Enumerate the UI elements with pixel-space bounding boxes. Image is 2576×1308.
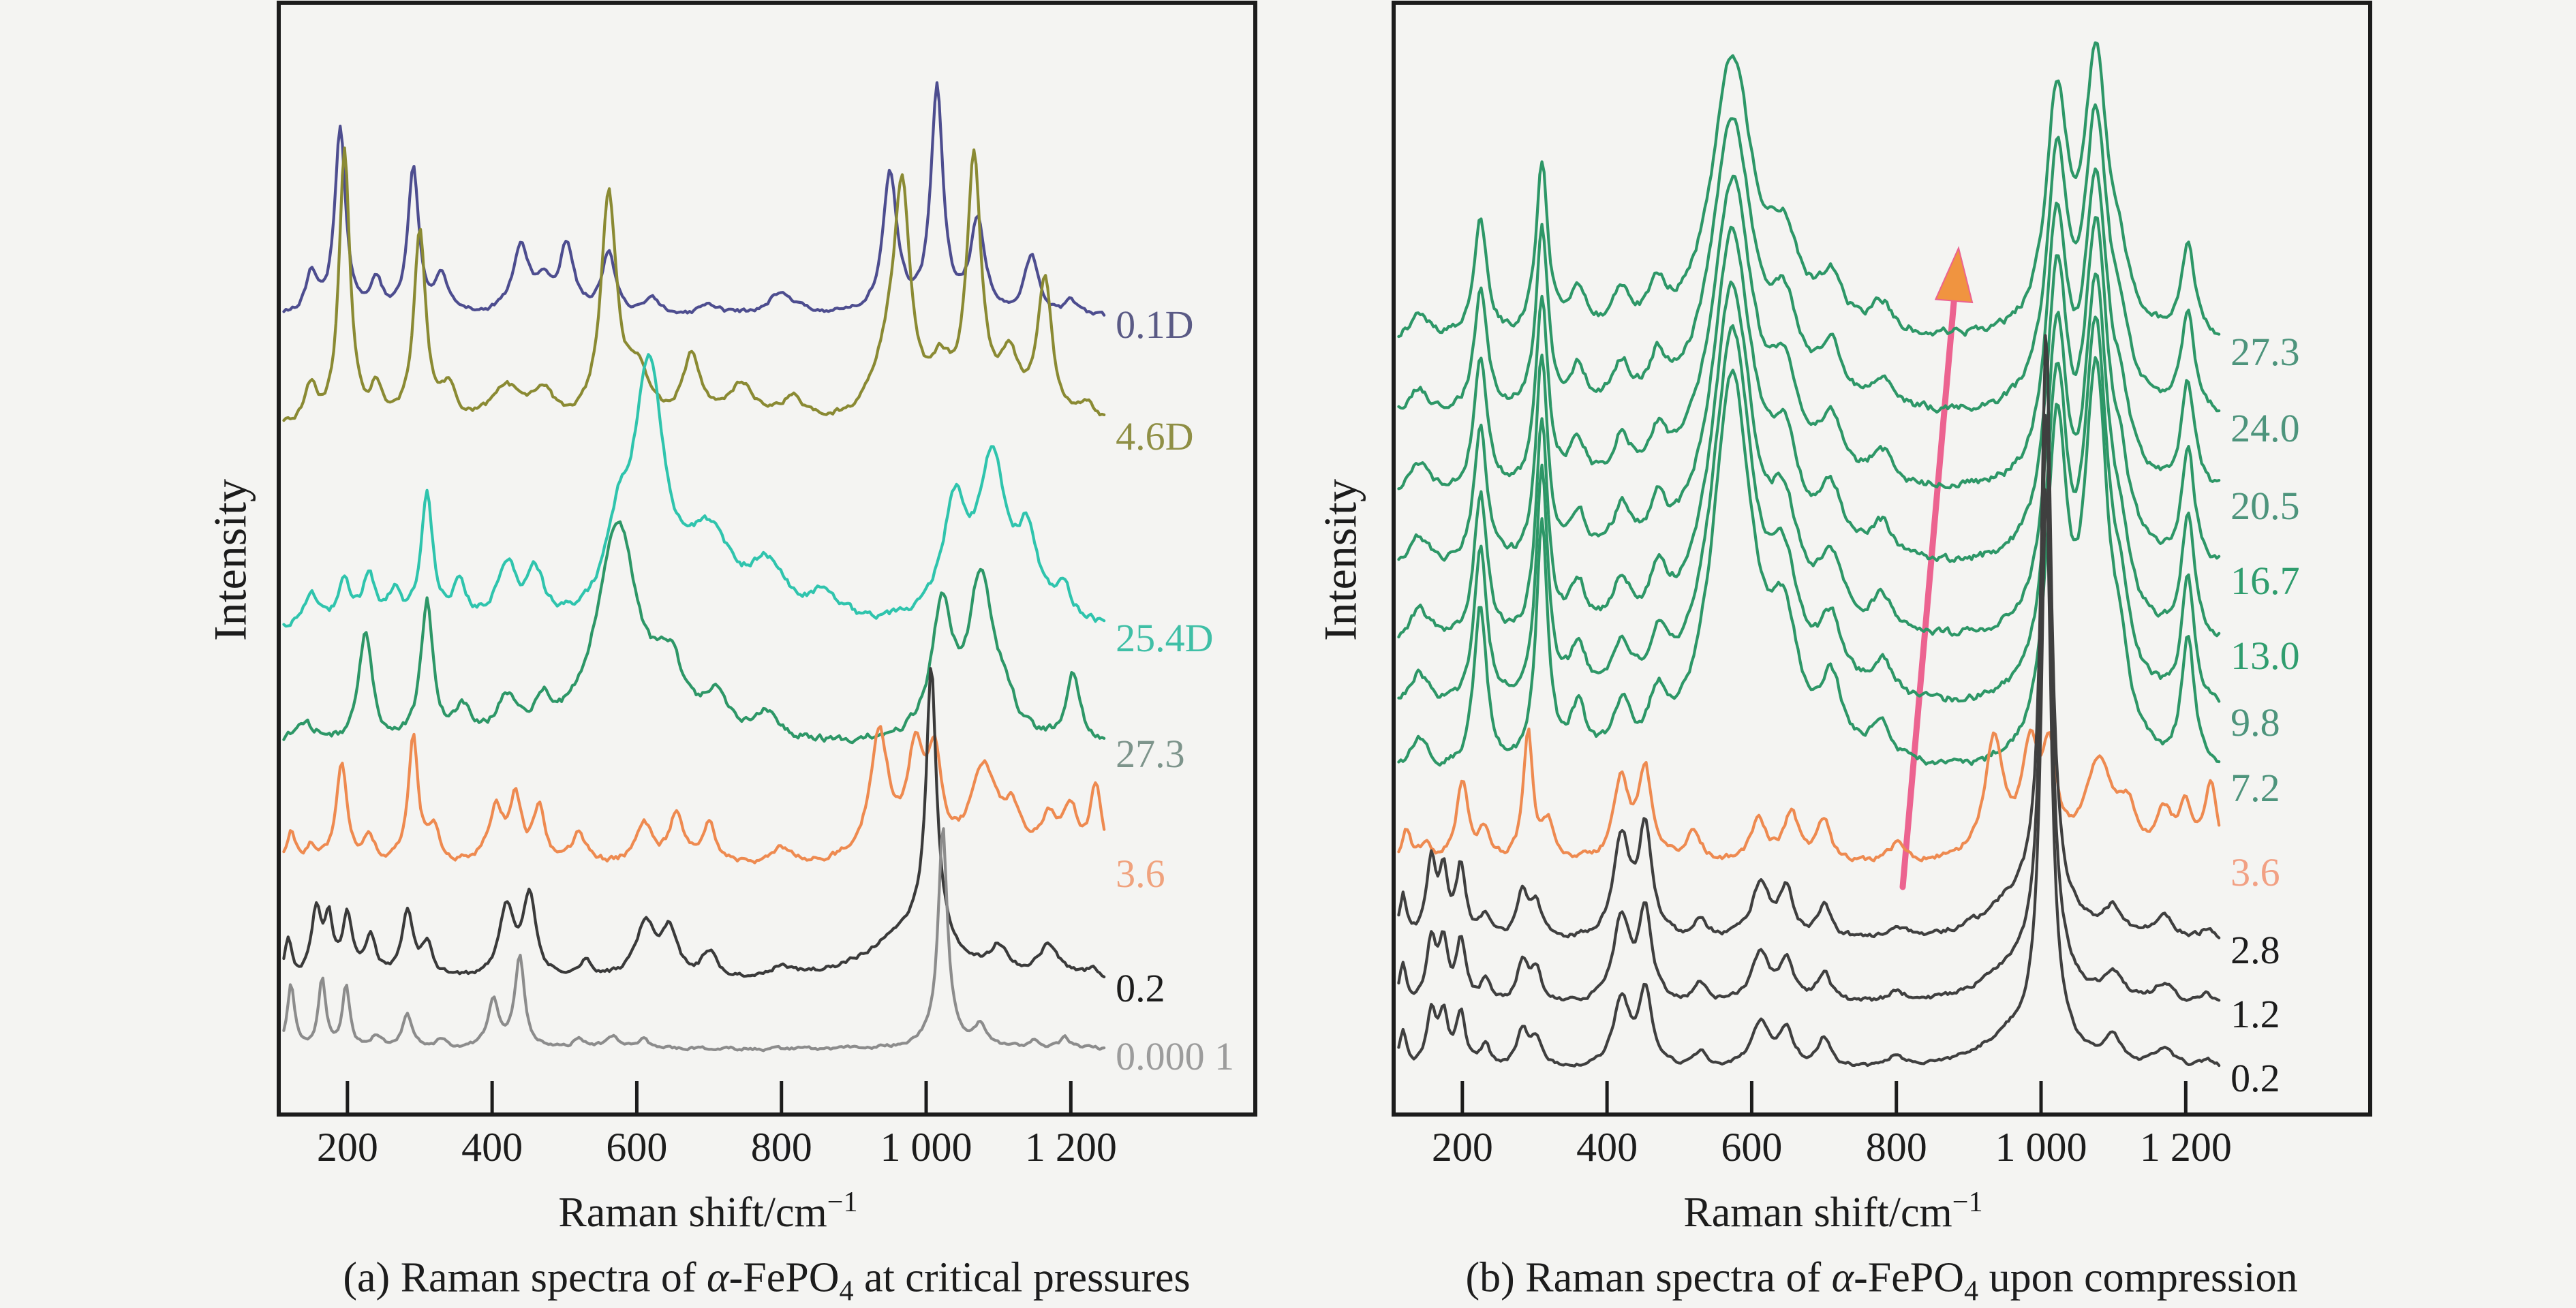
y-axis-label-panel-b: Intensity [1314, 479, 1366, 641]
spectrum-label-b-7.2: 7.2 [2230, 766, 2280, 810]
x-tick-label-b-200: 200 [1432, 1125, 1493, 1170]
x-tick-label-a-600: 600 [606, 1125, 667, 1170]
spectrum-label-b-16.7: 16.7 [2230, 559, 2300, 603]
spectrum-curve-b-3.6 [1397, 727, 2221, 862]
spectrum-curve-b-27.3 [1397, 41, 2221, 339]
spectrum-curve-b-2.8 [1397, 334, 2221, 939]
compression-arrow-head [1934, 245, 1974, 304]
spectrum-label-b-24.0: 24.0 [2230, 406, 2300, 450]
spectrum-curve-a-3.6 [282, 725, 1106, 865]
spectrum-label-a-3.6: 3.6 [1116, 852, 1165, 896]
spectrum-curve-b-7.2 [1397, 356, 2221, 767]
panel-a-frame [277, 1, 1257, 1117]
compression-arrow-shaft [1899, 277, 1959, 890]
x-tick-label-b-1200: 1 200 [2140, 1125, 2232, 1170]
x-tick-label-a-1200: 1 200 [1025, 1125, 1117, 1170]
spectrum-label-a-0.0001: 0.000 1 [1116, 1034, 1234, 1078]
spectrum-curve-a-0.1D [282, 81, 1106, 317]
spectrum-label-b-3.6: 3.6 [2230, 850, 2280, 894]
spectrum-curve-a-0.0001 [282, 827, 1106, 1053]
spectrum-curve-b-1.2 [1397, 414, 2221, 1002]
spectrum-curve-b-16.7 [1397, 216, 2221, 563]
x-axis-label-text: Raman shift/cm [1683, 1189, 1952, 1236]
spectrum-curve-a-25.4D [282, 353, 1106, 628]
x-tick-label-b-1000: 1 000 [1995, 1125, 2087, 1170]
x-tick-label-a-200: 200 [317, 1125, 378, 1170]
y-axis-label-panel-a: Intensity [204, 479, 256, 641]
panel-b-frame [1392, 1, 2372, 1117]
spectrum-curve-b-20.5 [1397, 167, 2221, 490]
spectrum-curve-a-0.2 [282, 667, 1106, 979]
spectrum-curve-b-13.0 [1397, 272, 2221, 639]
spectrum-curve-a-27.3 [282, 520, 1106, 745]
caption-panel-b: (b) Raman spectra of α-FePO4 upon compre… [1465, 1254, 2298, 1307]
spectrum-label-b-2.8: 2.8 [2230, 928, 2280, 972]
spectrum-label-b-20.5: 20.5 [2230, 484, 2300, 528]
spectrum-curve-b-0.2 [1397, 488, 2221, 1068]
x-tick-label-b-400: 400 [1576, 1125, 1638, 1170]
x-tick-label-b-800: 800 [1866, 1125, 1927, 1170]
spectrum-curve-a-4.6D [282, 146, 1106, 422]
spectrum-label-a-0.2: 0.2 [1116, 966, 1165, 1010]
x-tick-label-a-1000: 1 000 [880, 1125, 972, 1170]
spectrum-label-a-4.6D: 4.6D [1116, 414, 1193, 458]
spectrum-label-a-27.3: 27.3 [1116, 732, 1185, 776]
x-tick-label-a-800: 800 [751, 1125, 812, 1170]
x-axis-label-panel-a: Raman shift/cm−1 [558, 1185, 857, 1237]
spectrum-curve-b-9.8 [1397, 315, 2221, 703]
x-tick-label-b-600: 600 [1721, 1125, 1782, 1170]
caption-panel-a: (a) Raman spectra of α-FePO4 at critical… [343, 1254, 1191, 1307]
spectrum-label-b-9.8: 9.8 [2230, 700, 2280, 745]
spectrum-label-a-0.1D: 0.1D [1116, 302, 1193, 347]
x-axis-label-exponent: −1 [827, 1186, 858, 1219]
spectrum-curve-b-24.0 [1397, 103, 2221, 414]
spectrum-label-a-25.4D: 25.4D [1116, 616, 1213, 660]
x-axis-label-text: Raman shift/cm [558, 1189, 827, 1236]
spectrum-label-b-13.0: 13.0 [2230, 634, 2300, 678]
x-tick-label-a-400: 400 [461, 1125, 523, 1170]
x-axis-label-exponent: −1 [1952, 1186, 1983, 1219]
spectrum-label-b-0.2: 0.2 [2230, 1056, 2280, 1100]
spectrum-label-b-1.2: 1.2 [2230, 992, 2280, 1036]
x-axis-label-panel-b: Raman shift/cm−1 [1683, 1185, 1982, 1237]
spectrum-label-b-27.3: 27.3 [2230, 330, 2300, 374]
